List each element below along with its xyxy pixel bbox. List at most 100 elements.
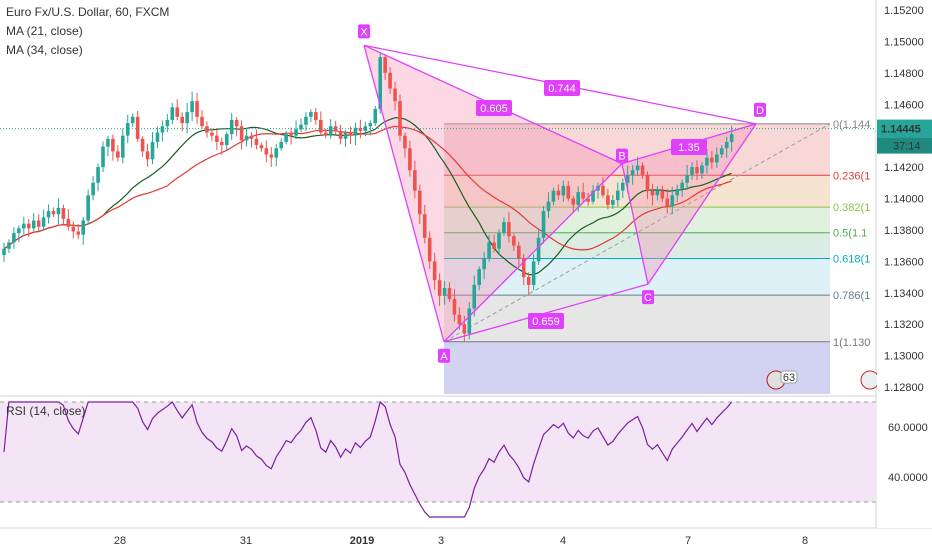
rsi-tick-label: 40.0000 — [888, 472, 928, 484]
xab-triangle — [364, 45, 622, 342]
ma-34-line — [3, 125, 732, 251]
candle-body — [551, 190, 556, 202]
candle-body — [437, 280, 442, 296]
candle-body — [724, 141, 729, 149]
candle-body — [700, 165, 704, 174]
price-tick-label: 1.14600 — [884, 99, 924, 111]
pattern-leg — [443, 163, 623, 343]
candle-body — [348, 132, 353, 136]
candle-body — [254, 138, 259, 146]
countdown-label: 37:14 — [893, 141, 921, 153]
price-tick-label: 1.13800 — [884, 225, 924, 237]
fib-level-label: 0(1.144 — [833, 119, 870, 131]
pattern-point-badge — [642, 290, 654, 305]
candle-body — [556, 190, 561, 196]
candle-body — [482, 258, 486, 270]
fib-band — [444, 295, 830, 342]
candle-body — [150, 141, 155, 160]
globe-icon — [860, 370, 880, 390]
price-tick-label: 1.14200 — [884, 162, 924, 174]
candle-body — [521, 258, 526, 278]
candle-body — [239, 126, 244, 141]
fib-level-label: 0.236(1 — [833, 170, 870, 182]
candle-body — [640, 165, 645, 175]
candle-body — [611, 200, 615, 205]
price-axis[interactable]: 1.152001.150001.148001.146001.144001.142… — [877, 0, 932, 528]
candle-body — [319, 119, 323, 133]
harmonic-pattern[interactable]: X A B C D 0.605 0.744 1.35 0.659 — [358, 24, 766, 363]
candle-body — [388, 72, 392, 89]
candle-body — [333, 126, 338, 131]
candle-body — [294, 129, 298, 136]
candle-body — [338, 130, 343, 139]
candle-body — [695, 167, 699, 174]
ma-21-line — [3, 117, 732, 276]
candle-body — [586, 198, 590, 202]
candle-body — [289, 134, 293, 136]
candle-body — [541, 211, 546, 238]
candle-body — [571, 198, 576, 205]
candle-body — [507, 222, 511, 237]
time-axis[interactable]: 28 31 2019 3 4 7 8 — [114, 535, 808, 547]
candle-body — [398, 101, 402, 136]
price-tick-label: 1.14800 — [884, 68, 924, 80]
candle-body — [22, 223, 26, 229]
fib-level-label: 0.382(1 — [833, 202, 870, 214]
candle-body — [363, 126, 368, 131]
candle-body — [170, 107, 175, 120]
candle-body — [452, 299, 457, 315]
candle-body — [497, 233, 501, 249]
candle-body — [36, 220, 41, 227]
ma-34-legend[interactable]: MA (34, close) — [6, 43, 83, 57]
candle-body — [106, 138, 110, 147]
candle-body — [442, 288, 447, 296]
candle-body — [269, 154, 274, 158]
rsi-legend[interactable]: RSI (14, close) — [6, 404, 86, 418]
candle-body — [165, 119, 170, 127]
candle-body — [51, 211, 56, 215]
candle-body — [368, 123, 373, 127]
candle-body — [56, 207, 61, 215]
pattern-leg — [647, 123, 757, 285]
candle-body — [690, 167, 694, 175]
rsi-line — [3, 400, 733, 518]
candle-body — [7, 242, 11, 249]
pattern-ratio-label: 1.35 — [678, 142, 699, 154]
candle-body — [155, 132, 160, 142]
candle-body — [408, 148, 412, 171]
fib-level-label: 1(1.130 — [833, 337, 870, 349]
pattern-ratio-label: 0.605 — [480, 103, 508, 115]
time-tick-label: 7 — [685, 535, 691, 547]
candle-body — [487, 242, 491, 259]
pattern-leg — [443, 283, 649, 343]
last-price-label: 1.14445 — [881, 124, 921, 136]
fib-level-label: 0.5(1.1 — [833, 228, 867, 240]
candle-body — [205, 126, 209, 133]
event-count: 63 — [783, 372, 795, 384]
countdown-tag — [877, 137, 932, 154]
candle-body — [299, 124, 303, 130]
candle-body — [581, 192, 585, 199]
time-tick-label: 28 — [114, 535, 126, 547]
candle-body — [111, 138, 115, 152]
pattern-leg — [363, 45, 445, 342]
candle-body — [472, 284, 477, 309]
candle-body — [353, 127, 358, 136]
candle-body — [46, 211, 51, 218]
candle-body — [378, 57, 382, 109]
candle-body — [710, 157, 714, 163]
candle-body — [12, 233, 16, 243]
candle-body — [601, 185, 605, 196]
candle-body — [343, 132, 348, 139]
pattern-point-label: B — [618, 151, 625, 163]
pattern-ratio-label: 0.744 — [548, 83, 576, 95]
pattern-ratio-badge — [476, 100, 512, 116]
candle-body — [517, 245, 521, 259]
moving-averages — [3, 117, 732, 276]
price-tick-label: 1.13400 — [884, 288, 924, 300]
ma-21-legend[interactable]: MA (21, close) — [6, 24, 83, 38]
rsi-pane — [0, 400, 876, 518]
pattern-ratio-badge — [528, 313, 564, 329]
candle-body — [200, 116, 204, 127]
candle-body — [76, 231, 81, 235]
